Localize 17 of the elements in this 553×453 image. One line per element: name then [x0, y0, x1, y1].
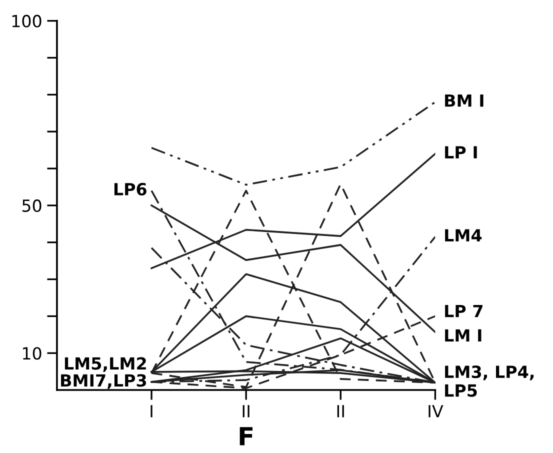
- annotation: LM5,LM2: [64, 357, 146, 372]
- x-tick-label: II: [337, 405, 344, 418]
- y-tick-label: 50: [22, 199, 42, 212]
- x-axis-title: F: [240, 427, 253, 446]
- annotation: LM4: [445, 229, 482, 242]
- x-tick-label: IV: [428, 405, 444, 418]
- annotation: LP6: [114, 182, 146, 196]
- annotation: LP 7: [445, 304, 482, 318]
- annotation: LM I: [445, 329, 482, 342]
- annotation: BMI7,LP3: [61, 374, 146, 389]
- annotation: LM3, LP4, LP5: [445, 366, 534, 397]
- annotation: LP I: [445, 146, 477, 158]
- y-tick-label: 10: [23, 347, 42, 360]
- x-tick-label: I: [150, 405, 152, 418]
- annotation: BM I: [445, 94, 484, 107]
- x-tick-label: II: [242, 405, 250, 418]
- y-tick-label: 100: [12, 14, 42, 28]
